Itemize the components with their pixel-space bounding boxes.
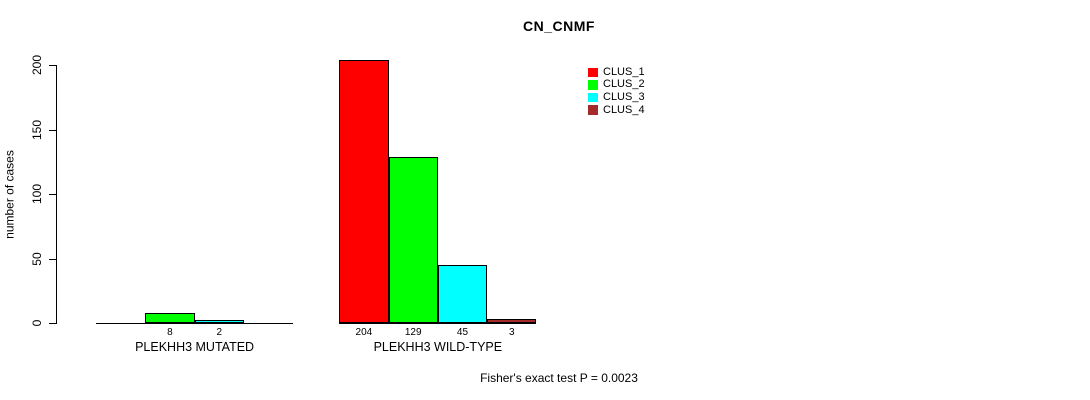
x-baseline: [96, 323, 294, 324]
y-tick-label: 150: [30, 119, 44, 140]
legend-label: CLUS_3: [603, 90, 645, 103]
y-tick: [49, 323, 56, 324]
bar-clus_1-plekhh3-wild-type: [339, 59, 389, 323]
legend-entry-clus_3: CLUS_3: [588, 91, 645, 104]
group-label: PLEKHH3 MUTATED: [135, 340, 255, 354]
y-tick: [49, 258, 56, 260]
y-tick-label: 100: [30, 183, 44, 205]
bar-value-label: 129: [404, 327, 422, 338]
bar-clus_2-plekhh3-mutated: [145, 312, 195, 323]
legend-label: CLUS_4: [603, 103, 645, 116]
legend-swatch-clus_2: [588, 80, 598, 90]
y-tick: [49, 129, 56, 131]
legend-label: CLUS_2: [603, 78, 645, 91]
bar-clus_4-plekhh3-wild-type: [487, 319, 537, 323]
legend-entry-clus_1: CLUS_1: [588, 66, 645, 79]
y-tick-label: 200: [30, 54, 44, 76]
y-axis-line: [56, 65, 57, 324]
y-tick-label: 50: [30, 251, 44, 266]
bar-value-label: 8: [167, 327, 173, 338]
y-tick: [49, 194, 56, 195]
legend-swatch-clus_1: [588, 67, 598, 78]
fisher-test-annotation: Fisher's exact test P = 0.0023: [480, 371, 638, 385]
y-tick-label: 0: [30, 319, 44, 327]
legend-entry-clus_4: CLUS_4: [588, 104, 645, 117]
legend: CLUS_1 CLUS_2 CLUS_3 CLUS_4: [588, 66, 645, 116]
bar-value-label: 204: [355, 327, 373, 338]
x-baseline: [339, 323, 537, 324]
bar-clus_3-plekhh3-wild-type: [437, 264, 488, 323]
bar-value-label: 2: [216, 327, 223, 338]
y-tick: [49, 65, 56, 66]
chart-title: CN_CNMF: [523, 18, 595, 34]
bar-value-label: 3: [509, 327, 515, 338]
bar-clus_2-plekhh3-wild-type: [388, 156, 438, 323]
legend-entry-clus_2: CLUS_2: [588, 79, 645, 92]
legend-swatch-clus_3: [588, 92, 598, 103]
legend-swatch-clus_4: [588, 105, 598, 115]
legend-label: CLUS_1: [603, 65, 645, 78]
y-axis-label: number of cases: [2, 150, 17, 239]
group-label: PLEKHH3 WILD-TYPE: [373, 340, 503, 354]
bar-clus_3-plekhh3-mutated: [194, 320, 244, 323]
bar-value-label: 45: [456, 327, 469, 338]
